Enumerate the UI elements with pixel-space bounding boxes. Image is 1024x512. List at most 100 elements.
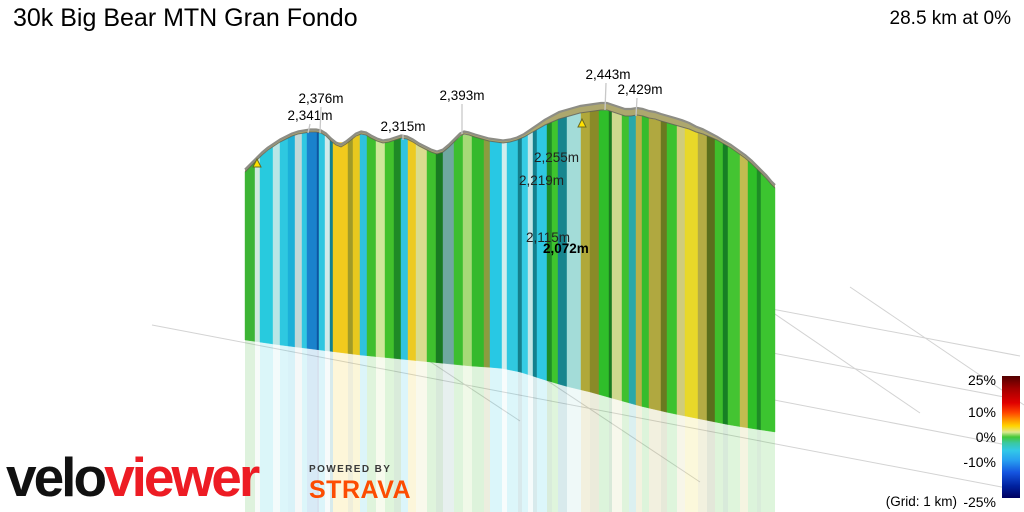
reflection-stripe: [590, 392, 599, 512]
gradient-stripe: [589, 110, 600, 395]
reflection-stripe: [317, 349, 319, 512]
reflection-stripe: [537, 377, 547, 512]
gradient-stripe: [347, 137, 354, 355]
reflection-stripe: [728, 424, 740, 512]
reflection-stripe: [629, 402, 636, 512]
gradient-stripe: [621, 114, 630, 404]
reflection-stripe: [280, 345, 288, 512]
gradient-stripe: [324, 134, 331, 352]
legend-tick-25%: 25%: [967, 372, 996, 388]
legend-tick--25%: -25%: [963, 494, 996, 510]
gradient-stripe: [384, 140, 395, 359]
reflection-stripe: [319, 349, 325, 512]
reflection-stripe: [295, 346, 302, 512]
gradient-stripe: [366, 135, 377, 357]
gradient-stripe: [352, 134, 361, 356]
reflection-stripe: [454, 364, 463, 512]
gradient-stripe: [435, 151, 444, 364]
gradient-stripe: [442, 141, 455, 365]
peak-elevation-label: 2,315m: [380, 119, 425, 134]
legend-tick--10%: -10%: [963, 454, 996, 470]
gradient-stripe: [760, 172, 776, 433]
reflection-stripe: [245, 340, 255, 512]
gradient-stripe: [598, 110, 610, 398]
gradient-stripe: [244, 161, 256, 342]
peak-leader-line: [604, 82, 607, 111]
reflection-stripe: [502, 368, 507, 512]
gradient-stripe: [641, 115, 650, 409]
reflection-stripe: [642, 406, 649, 512]
reflection-stripe: [612, 398, 622, 512]
reflection-stripe: [715, 422, 723, 512]
powered-by-label: POWERED BY: [309, 464, 392, 475]
gradient-stripe: [706, 135, 716, 423]
gradient-stripe: [521, 134, 529, 375]
km-marker-icon: [577, 117, 587, 128]
gradient-stripe: [739, 154, 749, 429]
gradient-stripe: [714, 138, 724, 424]
reflection-stripe: [385, 357, 394, 512]
gradient-stripe: [501, 142, 508, 370]
peak-elevation-label: 2,376m: [298, 91, 343, 106]
veloviewer-logo[interactable]: veloviewer: [6, 446, 260, 508]
face-elevation-label: 2,219m: [519, 173, 564, 188]
gradient-stripe: [635, 114, 643, 407]
reflection-stripe: [401, 359, 408, 512]
gradient-stripe: [747, 160, 758, 430]
reflection-stripe: [757, 429, 761, 512]
reflection-stripe: [547, 380, 552, 512]
peak-leader-line: [307, 123, 311, 134]
reflection-stripe: [302, 347, 307, 512]
reflection-stripe: [416, 360, 427, 512]
reflection-stripe: [558, 383, 567, 512]
reflection-stripe: [522, 372, 528, 512]
reflection-stripe: [427, 361, 436, 512]
reflection-stripe: [748, 427, 757, 512]
face-elevation-label: 2,255m: [534, 150, 579, 165]
powered-by-strava[interactable]: POWERED BY STRAVA: [309, 464, 411, 505]
reflection-stripe: [533, 376, 537, 512]
gradient-stripe: [532, 129, 538, 378]
veloviewer-logo-velo: velo: [6, 446, 107, 508]
gradient-stripe: [628, 114, 637, 406]
reflection-stripe: [472, 366, 484, 512]
gradient-stripe: [332, 142, 349, 354]
reflection-stripe: [723, 423, 728, 512]
reflection-stripe: [330, 351, 333, 512]
legend-tick-10%: 10%: [967, 404, 996, 420]
gradient-stripe: [527, 131, 534, 377]
gradient-stripe: [329, 139, 334, 352]
reflection-stripe: [518, 371, 522, 512]
page-title: 30k Big Bear MTN Gran Fondo: [13, 4, 358, 32]
peak-elevation-label: 2,429m: [617, 82, 662, 97]
gradient-stripe: [426, 149, 437, 363]
gradient-stripe: [676, 125, 686, 417]
face-elevation-label: 2,072m: [543, 241, 589, 256]
gradient-stripe: [272, 141, 281, 346]
reflection-stripe: [677, 414, 685, 512]
reflection-stripe: [325, 350, 330, 512]
peak-leader-line: [319, 106, 322, 134]
ground-grid-line: [151, 324, 1013, 490]
reflection-stripe: [707, 420, 715, 512]
gradient-stripe: [666, 122, 678, 415]
gradient-stripe: [660, 120, 668, 413]
gradient-stripe: [400, 137, 409, 361]
gradient-stripe: [407, 139, 417, 361]
reflection-stripe: [360, 355, 367, 512]
reflection-stripe: [255, 341, 260, 512]
reflection-stripe: [307, 348, 317, 512]
reflection-stripe: [609, 397, 612, 512]
km-marker-icon: [252, 157, 262, 168]
gradient-stripe: [727, 145, 741, 427]
reflection-stripe: [528, 374, 533, 512]
reflection-stripe: [408, 359, 416, 512]
gradient-legend-bar: [1002, 376, 1020, 498]
gradient-stripe: [415, 143, 428, 362]
veloviewer-logo-viewer: viewer: [104, 446, 260, 508]
reflection-stripe: [667, 412, 677, 512]
reflection-stripe: [484, 366, 490, 512]
reflection-stripe: [622, 400, 629, 512]
